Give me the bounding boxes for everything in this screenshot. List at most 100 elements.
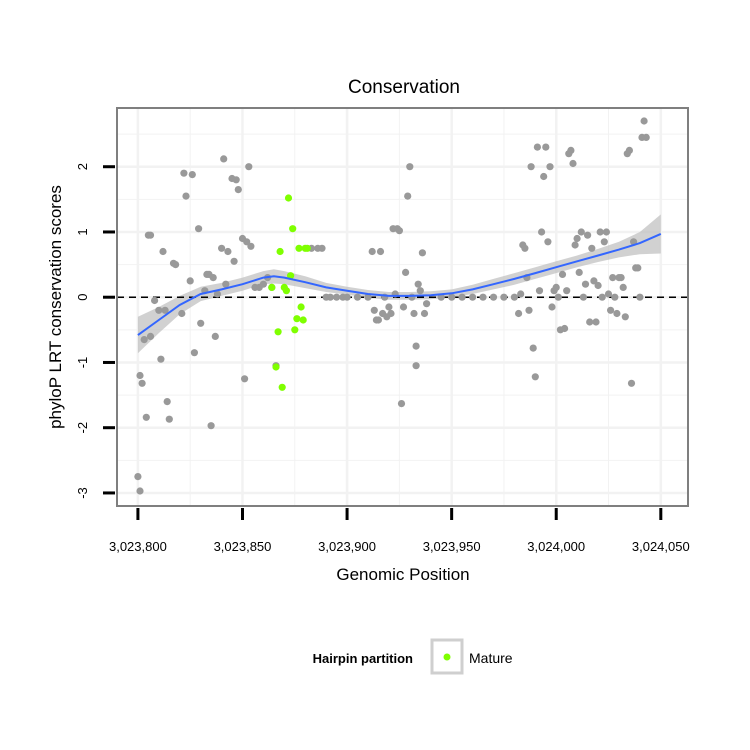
data-point	[558, 270, 567, 278]
data-point	[197, 319, 205, 327]
data-point	[479, 293, 487, 301]
data-point	[408, 293, 416, 301]
data-point	[259, 280, 267, 288]
mature-data-point	[268, 283, 276, 291]
mature-data-point	[287, 272, 295, 280]
mature-data-point	[274, 328, 282, 336]
data-point	[600, 238, 608, 246]
legend: Hairpin partition Mature	[313, 638, 513, 675]
mature-data-point	[282, 287, 290, 295]
data-point	[625, 146, 634, 154]
mature-data-point	[303, 244, 311, 252]
data-point	[636, 293, 644, 301]
data-point	[458, 293, 466, 301]
data-point	[634, 264, 642, 272]
data-point	[416, 287, 424, 295]
data-point	[548, 303, 556, 311]
data-point	[515, 309, 523, 318]
x-tick-label: 3,023,900	[318, 539, 376, 554]
data-point	[586, 318, 594, 326]
data-point	[531, 373, 539, 381]
data-point	[414, 280, 422, 288]
data-point	[404, 192, 412, 200]
data-point	[247, 242, 255, 250]
legend-key-mature-point	[443, 653, 451, 661]
data-point	[385, 303, 393, 311]
data-point	[161, 306, 169, 314]
data-point	[241, 375, 249, 383]
data-point	[395, 227, 403, 235]
data-point	[617, 274, 625, 282]
data-point	[140, 336, 148, 344]
mature-data-point	[295, 244, 303, 252]
data-point	[577, 228, 585, 236]
data-point	[230, 257, 238, 265]
data-point	[575, 268, 583, 276]
data-point	[581, 280, 590, 288]
data-point	[420, 309, 429, 318]
data-point	[412, 342, 420, 350]
data-point	[374, 316, 382, 324]
data-point	[594, 281, 602, 290]
data-point	[563, 287, 571, 295]
data-point	[151, 296, 159, 305]
data-point	[157, 355, 165, 363]
data-point	[195, 225, 203, 233]
mature-data-point	[278, 383, 286, 391]
data-point	[370, 306, 378, 314]
data-point	[544, 238, 552, 246]
data-point	[211, 332, 219, 340]
data-point	[573, 234, 581, 243]
data-point	[318, 244, 326, 252]
data-point	[592, 318, 600, 326]
data-point	[627, 379, 636, 387]
y-tick-label: -2	[75, 422, 90, 434]
data-point	[213, 290, 221, 298]
data-point	[525, 306, 533, 314]
data-point	[186, 277, 194, 285]
legend-title: Hairpin partition	[313, 651, 413, 666]
data-point	[590, 277, 598, 285]
mature-data-point	[284, 194, 293, 202]
data-point	[552, 283, 560, 291]
mature-data-point	[291, 326, 299, 334]
y-tick-label: -3	[75, 487, 90, 499]
x-tick-label: 3,024,050	[632, 539, 690, 554]
data-point	[527, 163, 535, 171]
smooth-trend-layer	[137, 232, 662, 336]
x-tick-label: 3,023,950	[423, 539, 481, 554]
mature-points-layer	[268, 194, 311, 391]
data-point	[387, 309, 395, 318]
data-point	[155, 306, 163, 314]
smooth-trend-line	[137, 232, 662, 336]
data-point	[136, 371, 144, 380]
data-point	[180, 169, 188, 177]
data-point	[353, 293, 362, 301]
data-point	[207, 422, 215, 430]
plot-panel-border	[116, 107, 689, 507]
mature-data-point	[276, 247, 284, 256]
gray-points-layer	[134, 117, 650, 495]
mature-data-point	[299, 316, 307, 324]
data-point	[172, 261, 180, 269]
data-point	[569, 159, 577, 168]
data-point	[540, 172, 548, 181]
data-point	[469, 293, 477, 301]
data-point	[182, 192, 190, 200]
x-tick-label: 3,023,850	[214, 539, 272, 554]
data-point	[571, 241, 579, 249]
data-point	[188, 171, 196, 179]
mature-data-point	[272, 363, 280, 371]
data-point	[138, 379, 146, 387]
data-point	[333, 293, 341, 301]
data-point	[448, 293, 456, 301]
data-point	[245, 163, 253, 171]
data-point	[406, 163, 414, 171]
data-point	[546, 163, 554, 171]
data-point	[423, 300, 431, 308]
data-point	[146, 231, 155, 239]
data-point	[142, 413, 150, 421]
data-point	[596, 228, 604, 236]
data-point	[243, 238, 251, 246]
